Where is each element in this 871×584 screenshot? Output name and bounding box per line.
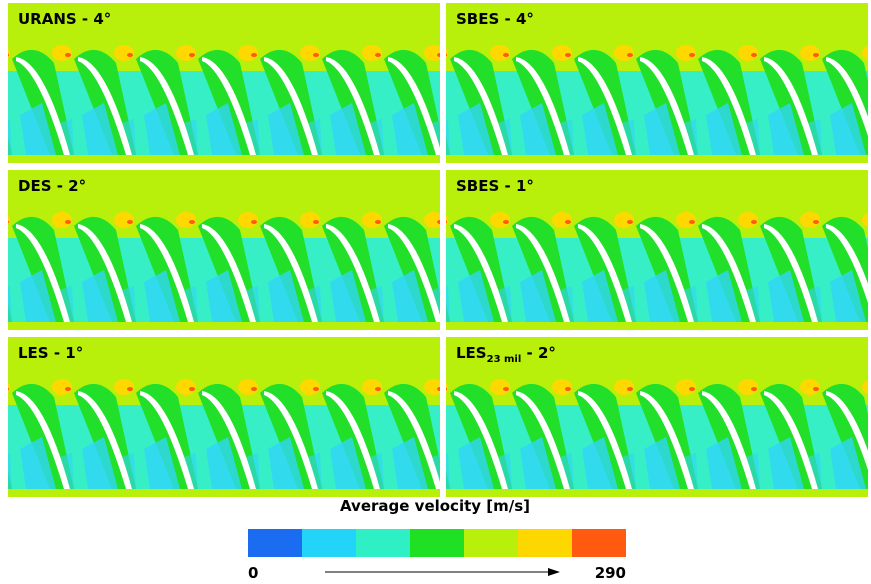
contour-panel: URANS - 4°	[8, 3, 440, 163]
panel-label-main: DES - 2°	[18, 177, 86, 195]
contour-field	[446, 337, 868, 497]
contour-field	[8, 337, 440, 497]
panel-label: DES - 2°	[18, 177, 86, 195]
panel-label-main: LES - 1°	[18, 344, 83, 362]
contour-field	[8, 170, 440, 330]
colorbar-segment	[518, 529, 572, 557]
panel-label-main: SBES - 1°	[456, 177, 534, 195]
panel-label-main: LES	[456, 344, 487, 362]
colorbar-segment	[302, 529, 356, 557]
panel-label-suffix: - 2°	[521, 344, 556, 362]
colorbar-segment	[464, 529, 518, 557]
colorbar-tick-label: 0	[248, 564, 258, 582]
contour-field	[8, 3, 440, 163]
colorbar-tick-label: 290	[595, 564, 626, 582]
contour-field	[446, 170, 868, 330]
colorbar-segment	[572, 529, 626, 557]
panel-label-main: URANS - 4°	[18, 10, 111, 28]
panel-label-main: SBES - 4°	[456, 10, 534, 28]
colorbar-segment	[356, 529, 410, 557]
arrow-head	[548, 568, 560, 576]
panel-label: SBES - 1°	[456, 177, 534, 195]
panel-label: URANS - 4°	[18, 10, 111, 28]
contour-panel: LES - 1°	[8, 337, 440, 497]
panel-label: LES - 1°	[18, 344, 83, 362]
contour-panel: LES23 mil - 2°	[446, 337, 868, 497]
panel-label-subscript: 23 mil	[487, 354, 522, 365]
contour-panel: DES - 2°	[8, 170, 440, 330]
colorbar-title: Average velocity [m/s]	[340, 497, 530, 515]
colorbar-segment	[248, 529, 302, 557]
panel-label: SBES - 4°	[456, 10, 534, 28]
colorbar-segment	[410, 529, 464, 557]
contour-panel: SBES - 1°	[446, 170, 868, 330]
panel-label: LES23 mil - 2°	[456, 344, 556, 365]
contour-panel: SBES - 4°	[446, 3, 868, 163]
contour-field	[446, 3, 868, 163]
